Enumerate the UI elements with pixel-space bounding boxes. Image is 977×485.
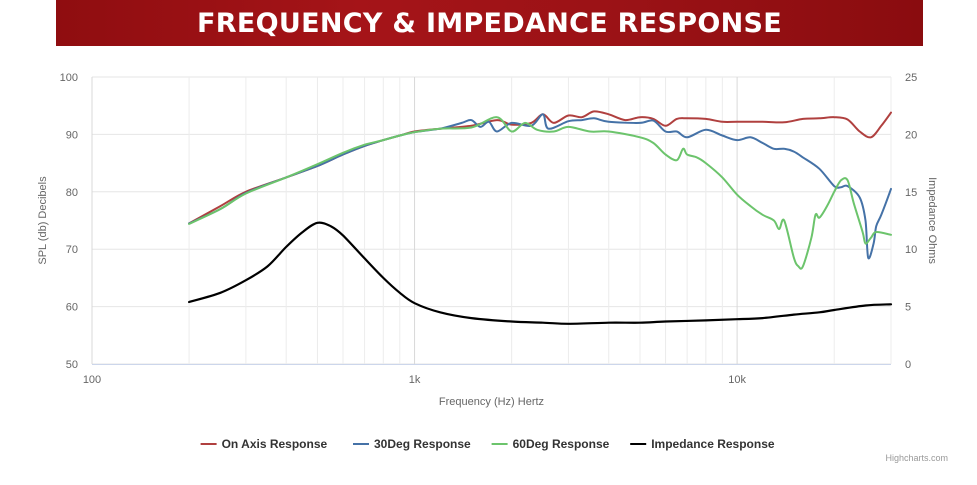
page-title: FREQUENCY & IMPEDANCE RESPONSE [197,7,782,39]
x-tick-label: 1k [409,374,421,386]
y-left-tick-label: 60 [66,302,78,314]
y-right-tick-label: 5 [905,302,911,314]
y-right-tick-label: 25 [905,72,917,84]
legend-item-label: 30Deg Response [374,437,471,451]
x-tick-label: 100 [83,374,101,386]
y-right-axis-title: Impedance Ohms [926,177,938,264]
legend-item-label: Impedance Response [651,437,775,451]
legend-item-label: 60Deg Response [513,437,610,451]
y-left-tick-label: 80 [66,187,78,199]
series [188,110,893,325]
y-right-tick-label: 15 [905,187,917,199]
y-left-tick-label: 70 [66,244,78,256]
x-axis-title: Frequency (Hz) Hertz [439,396,544,408]
60deg-response-line [188,116,892,270]
legend-item-label: On Axis Response [222,437,328,451]
x-tick-label: 10k [728,374,746,386]
y-right-tick-label: 20 [905,129,917,141]
y-left-axis-title: SPL (db) Decibels [37,176,49,265]
axes: 50 60 70 80 90 100 0 5 10 15 20 25 100 1k 10k Frequency… [37,72,938,408]
y-left-tick-label: 100 [60,72,78,84]
y-right-tick-label: 10 [905,244,917,256]
y-left-tick-label: 90 [66,129,78,141]
y-right-tick-label: 0 [905,359,911,371]
title-banner: FREQUENCY & IMPEDANCE RESPONSE [56,0,923,46]
on-axis-response-line [188,110,892,225]
grid [91,76,892,365]
credit-link[interactable]: Highcharts.com [885,453,948,463]
y-left-tick-label: 50 [66,359,78,371]
impedance-response-line [188,221,893,325]
legend: On Axis Response 30Deg Response 60Deg Resp… [200,437,775,451]
30deg-response-line [188,113,892,260]
